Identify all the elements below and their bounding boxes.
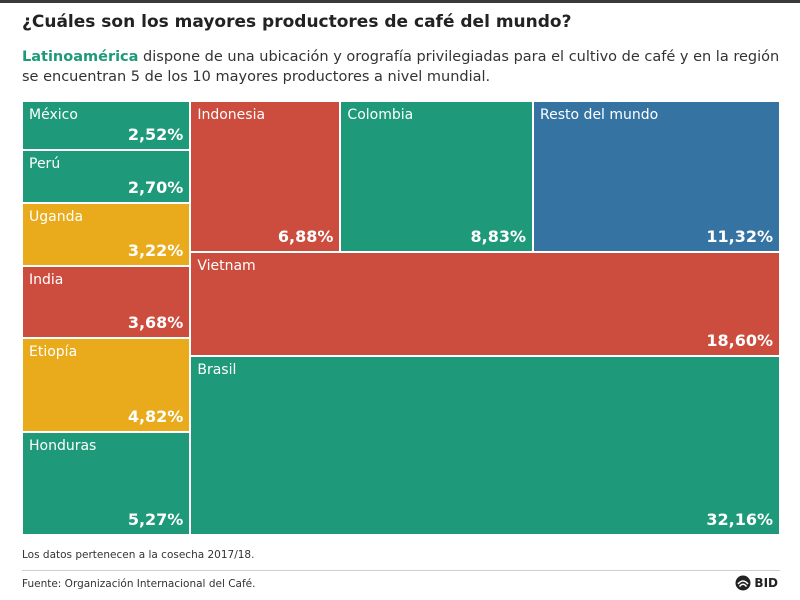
tile-value-etiopia: 4,82% [127,407,184,426]
tile-label-mexico: México [29,107,78,123]
tile-label-peru: Perú [29,156,61,173]
treemap-tile-uganda: Uganda 3,22% [22,203,191,266]
tile-value-resto-del-mundo: 11,32% [706,226,773,246]
tile-label-brasil: Brasil [197,361,237,378]
tile-value-uganda: 3,22% [127,240,184,260]
treemap-tile-etiopia: Etiopía 4,82% [22,337,191,432]
bid-logo-icon [735,575,751,591]
treemap-tile-vietnam: Vietnam 18,60% [190,251,780,356]
tile-value-vietnam: 18,60% [706,330,773,350]
tile-label-uganda: Uganda [29,209,84,225]
tile-value-indonesia: 6,88% [277,226,334,246]
bid-logo: BID [735,575,778,591]
treemap-tile-india: India 3,68% [22,265,191,338]
tile-value-mexico: 2,52% [127,125,184,145]
subtitle-highlight: Latinoamérica [22,49,139,65]
treemap-tile-mexico: México 2,52% [22,101,191,151]
chart-title: ¿Cuáles son los mayores productores de c… [22,12,572,32]
tile-value-honduras: 5,27% [127,509,184,529]
tile-label-colombia: Colombia [347,107,414,123]
tile-value-brasil: 32,16% [706,509,773,529]
footer-divider [22,570,780,571]
tile-label-honduras: Honduras [29,438,97,455]
bid-logo-text: BID [754,576,778,590]
top-rule [0,0,800,3]
treemap-tile-colombia: Colombia 8,83% [340,101,534,252]
treemap-tile-brasil: Brasil 32,16% [190,355,780,535]
treemap-tile-resto-del-mundo: Resto del mundo 11,32% [533,101,780,252]
treemap-tile-honduras: Honduras 5,27% [22,432,191,535]
treemap-tile-indonesia: Indonesia 6,88% [190,101,341,252]
source-note: Fuente: Organización Internacional del C… [22,578,256,590]
tile-label-indonesia: Indonesia [197,107,266,123]
treemap-tile-peru: Perú 2,70% [22,150,191,203]
tile-label-etiopia: Etiopía [29,343,78,360]
tile-label-vietnam: Vietnam [197,257,256,274]
tile-value-peru: 2,70% [127,177,184,197]
chart-subtitle: Latinoamérica dispone de una ubicación y… [22,47,782,87]
treemap-chart: México 2,52% Perú 2,70% Uganda 3,22% India 3,68… [22,101,780,535]
tile-value-colombia: 8,83% [470,226,527,246]
data-note: Los datos pertenecen a la cosecha 2017/1… [22,549,255,561]
tile-label-resto-del-mundo: Resto del mundo [540,107,659,123]
tile-value-india: 3,68% [127,312,184,332]
tile-label-india: India [29,271,64,288]
subtitle-text: dispone de una ubicación y orografía pri… [22,49,780,85]
